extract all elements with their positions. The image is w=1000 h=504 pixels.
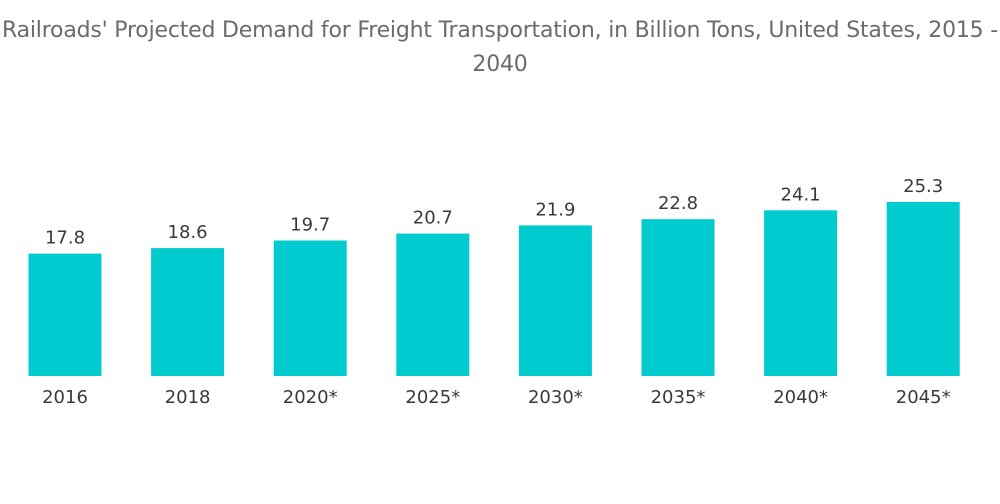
bar-value-label: 19.7 xyxy=(290,215,330,236)
x-tick-label: 2016 xyxy=(42,387,88,408)
bar-value-label: 18.6 xyxy=(168,222,208,243)
x-tick-label: 2018 xyxy=(165,387,211,408)
bar-2035-projected xyxy=(641,219,715,376)
x-axis-tick-labels: 2016 2018 2020* 2025* 2030* 2035* 2040* 2045* xyxy=(42,387,951,408)
bar-value-label: 24.1 xyxy=(781,184,821,205)
bar-2045-projected xyxy=(886,202,960,376)
bar-2040-projected xyxy=(764,210,838,376)
value-labels-group: 17.8 18.6 19.7 20.7 21.9 22.8 24.1 25.3 xyxy=(45,176,943,249)
chart-title: Railroads' Projected Demand for Freight … xyxy=(1,18,999,77)
bar-value-label: 25.3 xyxy=(903,176,943,197)
bar-2016 xyxy=(28,253,102,376)
bar-value-label: 22.8 xyxy=(658,193,698,214)
bar-2020-projected xyxy=(273,240,347,376)
bar-2018 xyxy=(151,248,225,376)
x-tick-label: 2025* xyxy=(405,387,460,408)
bar-value-label: 20.7 xyxy=(413,208,453,229)
x-tick-label: 2045* xyxy=(896,387,951,408)
x-tick-label: 2020* xyxy=(283,387,338,408)
bar-2025-projected xyxy=(396,233,470,376)
bar-value-label: 21.9 xyxy=(535,199,575,220)
bars-group xyxy=(28,202,960,376)
bar-2030-projected xyxy=(518,225,592,376)
bar-value-label: 17.8 xyxy=(45,228,85,249)
x-tick-label: 2030* xyxy=(528,387,583,408)
x-tick-label: 2035* xyxy=(651,387,706,408)
x-tick-label: 2040* xyxy=(773,387,828,408)
